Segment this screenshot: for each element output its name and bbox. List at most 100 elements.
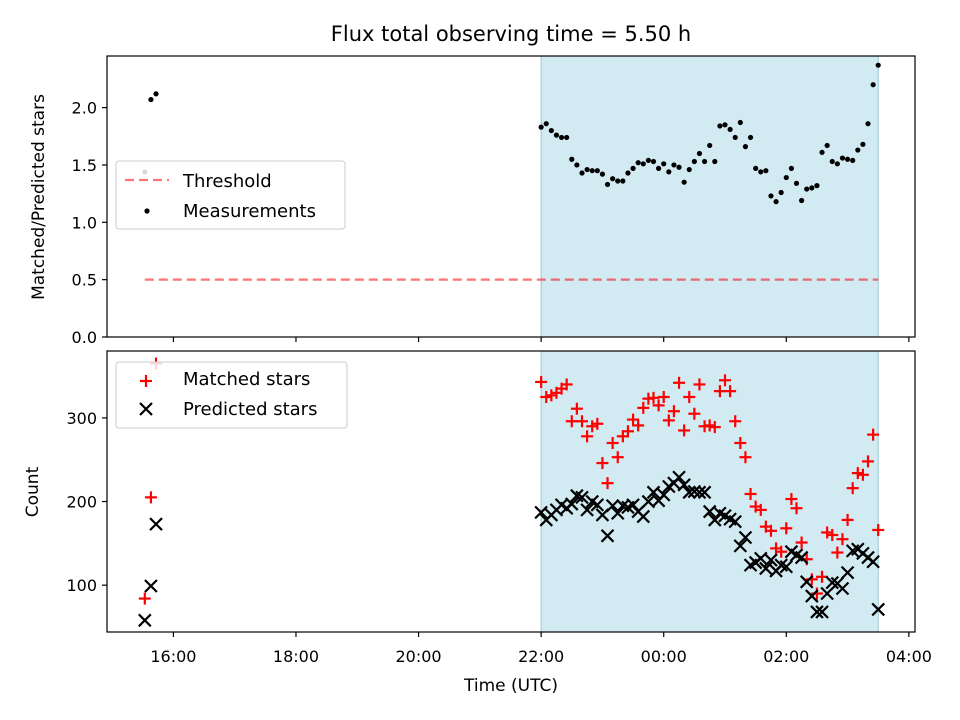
measurement-point	[564, 135, 569, 140]
measurement-point	[605, 182, 610, 187]
observing-window-shade-bottom	[541, 351, 878, 632]
measurement-point	[860, 142, 865, 147]
measurement-point	[559, 135, 564, 140]
measurement-point	[845, 157, 850, 162]
measurement-point	[825, 143, 830, 148]
measurement-point	[554, 133, 559, 138]
measurement-point	[712, 159, 717, 164]
x-tick-label: 22:00	[518, 647, 564, 666]
measurement-point	[728, 127, 733, 132]
ratio-x-axis	[173, 337, 908, 342]
measurement-point	[717, 123, 722, 128]
y-tick-label: 0.5	[72, 271, 97, 290]
measurement-point	[758, 169, 763, 174]
count-legend: Matched stars Predicted stars	[116, 362, 347, 428]
measurement-point	[153, 91, 158, 96]
measurement-point	[840, 155, 845, 160]
measurement-point	[651, 159, 656, 164]
count-y-axis-label: Count	[23, 466, 43, 517]
chart-title: Flux total observing time = 5.50 h	[331, 22, 691, 46]
measurement-point	[676, 165, 681, 170]
y-tick-label: 200	[66, 493, 97, 512]
x-tick-label: 04:00	[886, 647, 932, 666]
observing-window-shade	[541, 56, 878, 337]
measurement-point	[574, 162, 579, 167]
measurement-point	[733, 135, 738, 140]
measurement-point	[666, 169, 671, 174]
measurement-point	[630, 166, 635, 171]
measurement-point	[661, 161, 666, 166]
matched-legend-label: Matched stars	[183, 369, 310, 390]
x-tick-label: 02:00	[763, 647, 809, 666]
measurement-point	[804, 186, 809, 191]
y-tick-label: 2.0	[72, 99, 97, 118]
measurements-legend-label: Measurements	[183, 201, 316, 222]
measurement-point	[763, 168, 768, 173]
count-panel: 100 200 300 16:00 18:00 20:00 22:00 00:00 02:00…	[23, 351, 932, 666]
predicted-legend-label: Predicted stars	[183, 399, 317, 420]
measurement-point	[610, 176, 615, 181]
measurement-point	[697, 151, 702, 156]
measurement-point	[590, 168, 595, 173]
measurement-point	[799, 198, 804, 203]
measurement-point	[819, 150, 824, 155]
x-tick-label: 00:00	[641, 647, 687, 666]
measurement-point	[625, 170, 630, 175]
measurement-point	[595, 168, 600, 173]
measurement-point	[687, 167, 692, 172]
ratio-y-axis: 0.0 0.5 1.0 1.5 2.0	[72, 99, 107, 347]
ratio-panel: 0.00.51.01.52.0 Matched/Predicted stars …	[29, 56, 915, 347]
measurement-point	[544, 121, 549, 126]
measurement-point	[871, 82, 876, 87]
measurement-point	[692, 159, 697, 164]
measurement-point	[850, 158, 855, 163]
measurement-point	[809, 185, 814, 190]
x-tick-label: 16:00	[150, 647, 196, 666]
ratio-legend: Threshold Measurements	[116, 161, 345, 229]
matched-star-point	[139, 593, 151, 605]
measurement-point	[876, 63, 881, 68]
x-tick-label: 20:00	[396, 647, 442, 666]
threshold-legend-label: Threshold	[182, 171, 272, 192]
measurement-point	[585, 167, 590, 172]
y-tick-label: 300	[66, 409, 97, 428]
matched-star-point	[145, 491, 157, 503]
measurement-point	[738, 120, 743, 125]
measurement-point	[682, 180, 687, 185]
measurement-point	[835, 161, 840, 166]
measurement-point	[779, 190, 784, 195]
measurement-point	[753, 166, 758, 171]
measurement-point	[855, 147, 860, 152]
x-axis-label: Time (UTC)	[463, 676, 558, 696]
measurement-point	[641, 161, 646, 166]
count-x-axis: 16:00 18:00 20:00 22:00 00:00 02:00 04:00	[150, 632, 932, 666]
y-tick-label: 1.0	[72, 213, 97, 232]
predicted-star-point	[145, 580, 157, 592]
count-y-axis: 100 200 300	[66, 409, 107, 595]
ratio-y-axis-label: Matched/Predicted stars	[29, 94, 49, 300]
measurement-point	[830, 159, 835, 164]
measurement-point	[656, 166, 661, 171]
measurement-point	[794, 181, 799, 186]
predicted-star-point	[139, 614, 151, 626]
measurement-point	[671, 162, 676, 167]
measurement-point	[615, 178, 620, 183]
measurement-point	[569, 157, 574, 162]
measurement-point	[743, 144, 748, 149]
predicted-star-point	[150, 518, 162, 530]
y-tick-label: 0.0	[72, 328, 97, 347]
measurement-point	[768, 193, 773, 198]
measurement-point	[620, 178, 625, 183]
measurement-point	[722, 122, 727, 127]
measurement-point	[748, 135, 753, 140]
measurement-point	[549, 128, 554, 133]
measurement-point	[707, 143, 712, 148]
figure: Flux total observing time = 5.50 h 0.00.…	[0, 0, 960, 720]
measurement-point	[579, 170, 584, 175]
measurement-point	[646, 158, 651, 163]
measurement-point	[539, 125, 544, 130]
measurement-point	[865, 121, 870, 126]
y-tick-label: 1.5	[72, 156, 97, 175]
measurement-point	[773, 199, 778, 204]
measurement-point	[702, 159, 707, 164]
